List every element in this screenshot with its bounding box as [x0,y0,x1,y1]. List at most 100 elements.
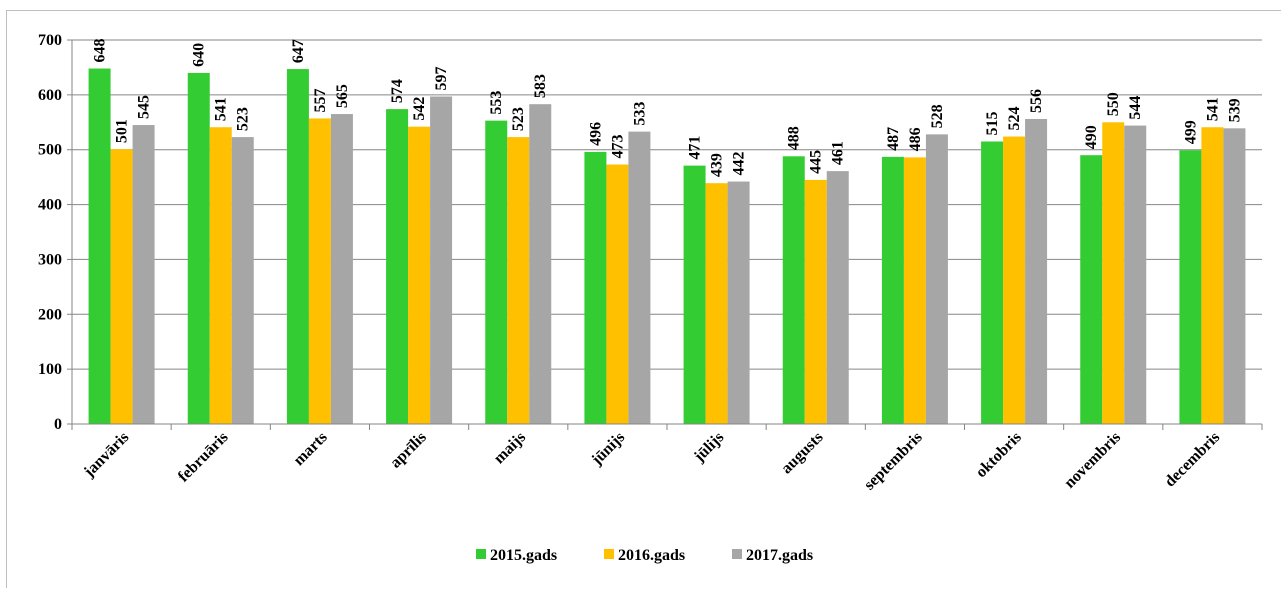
data-label: 553 [488,91,505,115]
data-labels: 648 501 545 640 541 523 647 557 565 574 542 597 553 5… [92,39,1244,178]
category-label: marts [290,429,330,469]
data-label: 541 [213,97,230,121]
data-label: 545 [136,95,153,119]
data-label: 445 [808,150,825,174]
legend-swatch [604,549,614,559]
legend: 2015.gads 2016.gads 2017.gads [476,547,813,564]
bar [187,72,210,425]
bar [826,171,849,424]
data-label: 583 [532,74,549,98]
bar [683,165,706,424]
data-label: 442 [731,152,748,176]
gridlines [72,39,1262,370]
y-tick-label: 200 [38,306,62,323]
legend-swatch [732,549,742,559]
data-label: 528 [929,104,946,128]
category-label: janvāris [80,429,132,481]
data-label: 640 [191,43,208,67]
legend-label: 2017.gads [746,547,813,564]
data-label: 471 [687,136,704,160]
data-label: 487 [885,127,902,151]
bar [1179,150,1202,424]
bar [881,156,904,425]
category-labels: janvāris februāris marts aprīlis maijs jūnijs… [80,429,1223,494]
bar [507,137,530,424]
bar [925,134,948,424]
bar [408,126,431,424]
data-label: 496 [587,122,604,146]
data-label: 597 [433,67,450,91]
data-label: 488 [786,126,803,150]
data-label: 461 [830,141,847,165]
category-label: aprīlis [387,429,430,472]
category-label: augusts [778,429,826,477]
data-label: 648 [92,39,109,63]
y-tick-label: 700 [38,32,62,49]
bar [286,69,309,425]
data-label: 524 [1006,107,1023,131]
category-label: septembris [861,429,926,494]
data-label: 523 [235,107,252,131]
bar [981,141,1004,424]
bar [782,156,805,424]
bar [1080,155,1103,424]
bar [705,183,728,424]
category-label: jūnijs [588,429,628,469]
data-label: 439 [709,153,726,177]
data-label: 486 [907,127,924,151]
data-label: 501 [114,119,131,143]
y-tick-label: 0 [54,416,62,433]
legend-swatch [476,549,486,559]
axes [71,40,1263,430]
data-label: 647 [290,39,307,63]
bar [1223,128,1246,424]
bar [529,104,552,424]
bar [430,96,453,424]
bar [1124,125,1147,424]
bar [727,181,750,424]
bar [1102,122,1125,425]
bar [308,118,331,425]
category-label: decembris [1162,429,1224,491]
bar [330,114,353,425]
y-tick-label: 500 [38,142,62,159]
legend-label: 2015.gads [490,547,557,564]
chart-frame [6,10,1281,588]
bar [1025,118,1048,424]
data-label: 542 [411,97,428,121]
y-tick-label: 600 [38,87,62,104]
bar [485,120,508,424]
bar [804,179,827,424]
bar [132,125,155,425]
y-tick-label: 400 [38,197,62,214]
data-label: 473 [609,135,626,159]
bar [1201,127,1224,425]
bars [88,68,1246,425]
data-label: 515 [984,111,1001,135]
category-label: novembris [1061,429,1124,492]
bar [628,131,651,424]
bar [231,137,254,424]
data-label: 541 [1204,97,1221,121]
bar [584,151,607,424]
category-label: oktobris [973,429,1025,481]
bar [903,157,926,424]
bar [386,109,409,425]
data-label: 499 [1182,120,1199,144]
data-label: 574 [389,79,406,103]
data-label: 557 [312,88,329,112]
y-tick-label: 300 [38,251,62,268]
data-label: 556 [1028,89,1045,113]
category-label: maijs [491,429,529,467]
legend-label: 2016.gads [618,547,685,564]
data-label: 490 [1083,125,1100,149]
category-label: jūlijs [690,429,727,466]
data-label: 539 [1226,98,1243,122]
y-axis-ticks: 0 100 200 300 400 500 600 700 [38,32,72,433]
data-label: 544 [1127,96,1144,120]
bar [110,149,133,424]
bar [1003,136,1026,424]
y-tick-label: 100 [38,361,62,378]
bar [88,68,111,425]
